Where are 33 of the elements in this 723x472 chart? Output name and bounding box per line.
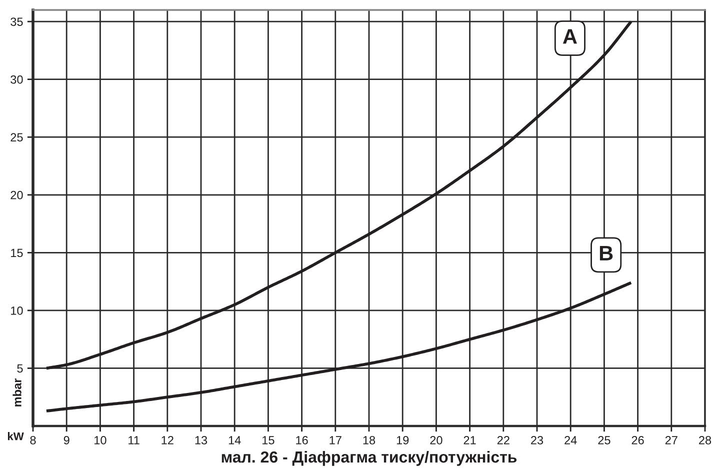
x-tick-label: 12 [162,436,174,444]
x-tick-label: 25 [598,436,610,444]
series-label: A [562,29,577,44]
x-tick-label: 16 [296,436,308,444]
y-tick-label: 20 [10,190,23,200]
text: мал. 26 - Діафрагма тиску/потужність [222,450,517,466]
x-axis-title: kW [8,432,24,440]
x-tick-label: 18 [363,436,376,444]
x-tick-label: 14 [228,436,241,444]
x-tick-label: 17 [330,436,342,444]
y-axis-title: mbar [12,378,22,406]
x-tick-label: 19 [396,436,409,444]
x-tick-label: 15 [262,436,274,444]
series-label: B [600,246,613,260]
x-tick-label: 11 [128,436,140,444]
y-tick-label: 10 [11,306,23,315]
y-tick-label: 35 [10,18,23,26]
y-tick-label: 15 [11,248,23,258]
x-tick-label: 20 [430,436,442,444]
x-tick-label: 23 [531,436,544,444]
x-tick-label: 10 [94,436,106,444]
x-tick-label: 22 [497,436,510,444]
x-tick-label: 8 [30,436,36,444]
x-tick-label: 28 [699,436,712,444]
y-tick-label: 5 [17,364,23,373]
x-tick-label: 26 [632,436,644,444]
y-tick-label: 30 [10,75,23,84]
x-tick-label: 13 [195,436,208,444]
x-tick-label: 21 [464,436,476,444]
y-tick-label: 25 [10,133,23,142]
x-tick-label: 24 [564,436,577,444]
x-tick-label: 27 [665,436,678,444]
x-tick-label: 9 [64,436,70,444]
